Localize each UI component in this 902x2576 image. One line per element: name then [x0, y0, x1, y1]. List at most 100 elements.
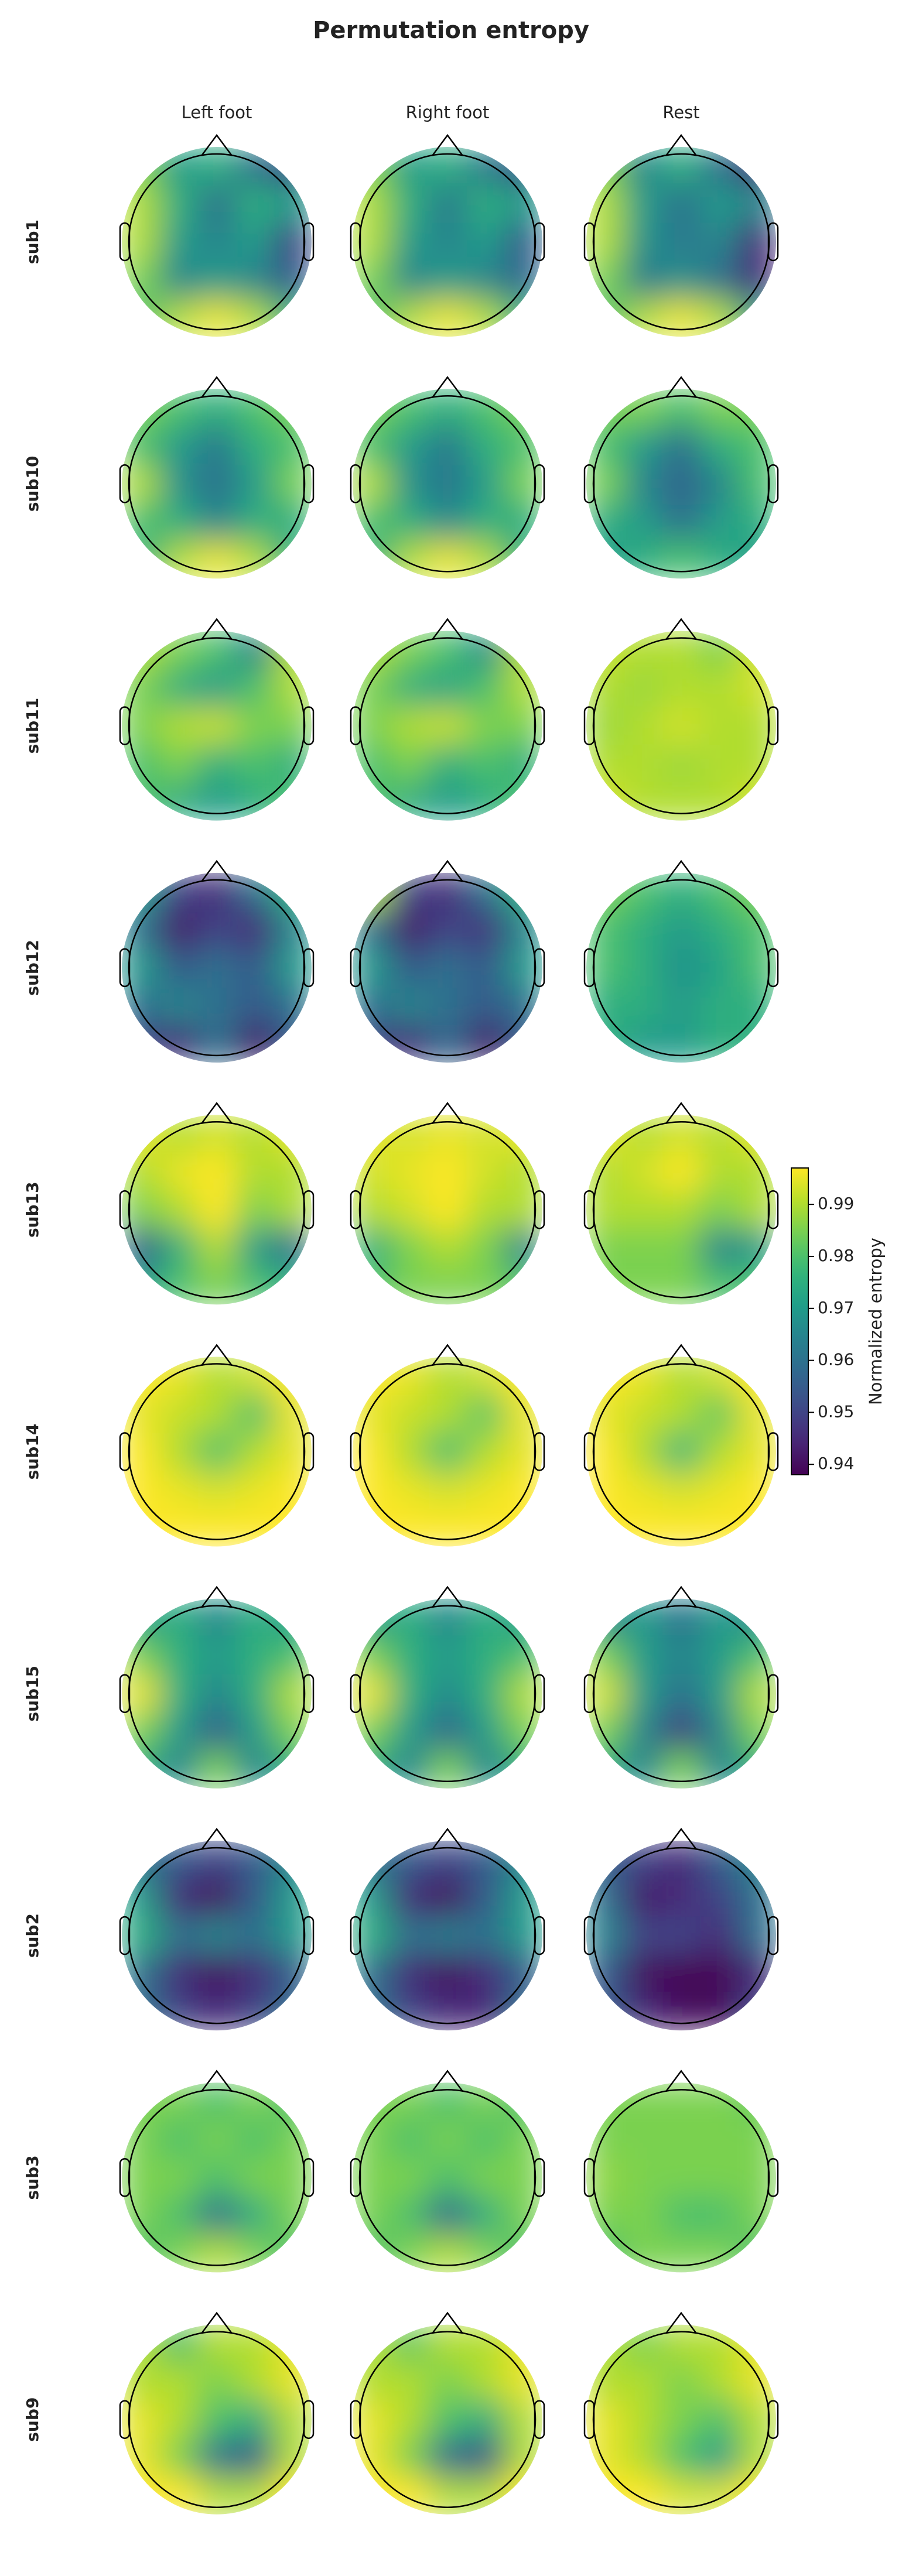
- topo-cell: [197, 782, 236, 821]
- topo-cell: [466, 1916, 505, 1955]
- topomap-field: [122, 1115, 312, 1305]
- ear-left: [350, 1674, 361, 1714]
- ear-left: [350, 706, 361, 745]
- nose: [665, 618, 698, 640]
- topo-cell: [662, 1636, 701, 1675]
- topo-cell: [700, 782, 739, 821]
- topo-cell: [738, 1153, 776, 1191]
- ear-left: [350, 1432, 361, 1471]
- topomap: [586, 2082, 776, 2273]
- topo-cell: [122, 1190, 160, 1229]
- topo-cell: [624, 261, 663, 299]
- topomap-field: [122, 1598, 312, 1789]
- topo-cell: [624, 745, 663, 783]
- topomap-field: [586, 389, 776, 579]
- colorbar-tick-label: 0.94: [818, 1454, 854, 1473]
- nose: [200, 1344, 233, 1366]
- topomap-field: [353, 147, 542, 337]
- topo-cell: [624, 1598, 663, 1638]
- topo-cell: [428, 1470, 467, 1509]
- topo-cell: [197, 1395, 236, 1433]
- topo-cell: [504, 2400, 542, 2439]
- topo-cell: [159, 948, 199, 987]
- topo-cell: [504, 1470, 542, 1509]
- topo-cell: [738, 2438, 776, 2477]
- topo-cell: [122, 184, 160, 224]
- topo-cell: [624, 1674, 663, 1713]
- topo-cell: [390, 1508, 429, 1547]
- topo-cell: [122, 502, 160, 541]
- topo-cell: [197, 948, 236, 987]
- topo-cell: [428, 2438, 467, 2477]
- topomap: [122, 1115, 312, 1305]
- topo-cell: [586, 2121, 625, 2159]
- topomap: [122, 2082, 312, 2273]
- topo-cell: [428, 464, 467, 503]
- topo-cell: [504, 1190, 542, 1229]
- topo-cell: [353, 2438, 391, 2477]
- topo-cell: [466, 184, 505, 224]
- topo-cell: [738, 502, 776, 541]
- topo-cell: [274, 1636, 312, 1675]
- topo-cell: [586, 184, 625, 224]
- topo-cell: [504, 707, 542, 745]
- topo-cell: [353, 222, 391, 261]
- topo-cell: [197, 222, 236, 261]
- topo-cell: [466, 707, 505, 745]
- topo-cell: [390, 2159, 429, 2197]
- topo-cell: [235, 1508, 274, 1547]
- topomap-field: [353, 2324, 542, 2515]
- topo-cell: [700, 2196, 739, 2235]
- topo-cell: [197, 184, 236, 224]
- topo-cell: [624, 782, 663, 821]
- topo-cell: [197, 464, 236, 503]
- topomap-field: [353, 389, 542, 579]
- topo-cell: [390, 745, 429, 783]
- topo-cell: [700, 1841, 739, 1879]
- topo-cell: [504, 1751, 542, 1789]
- topo-cell: [235, 1395, 274, 1433]
- ear-right: [534, 222, 545, 262]
- topomap: [122, 1598, 312, 1789]
- topo-cell: [700, 2476, 739, 2515]
- topo-cell: [662, 1878, 701, 1917]
- topomap: [353, 1598, 542, 1789]
- topomap: [586, 1841, 776, 2031]
- topo-cell: [122, 986, 160, 1025]
- topo-cell: [428, 2196, 467, 2235]
- topo-cell: [586, 222, 625, 261]
- topo-cell: [390, 707, 429, 745]
- topo-cell: [390, 2324, 429, 2363]
- topo-cell: [390, 2234, 429, 2273]
- topo-cell: [353, 502, 391, 541]
- topomap-field: [122, 872, 312, 1063]
- topo-cell: [662, 1954, 701, 1993]
- topo-cell: [466, 1025, 505, 1063]
- ear-right: [534, 1674, 545, 1714]
- topo-cell: [274, 184, 312, 224]
- topo-cell: [390, 1190, 429, 1229]
- topo-cell: [235, 1356, 274, 1395]
- topomap: [586, 872, 776, 1063]
- ear-right: [303, 464, 315, 503]
- ear-left: [119, 706, 131, 745]
- topo-cell: [504, 2476, 542, 2515]
- topo-cell: [738, 986, 776, 1025]
- ear-right: [767, 948, 779, 988]
- topo-cell: [235, 2196, 274, 2235]
- topo-cell: [390, 1598, 429, 1638]
- topo-cell: [624, 1190, 663, 1229]
- topo-cell: [235, 948, 274, 987]
- topo-cell: [738, 184, 776, 224]
- topo-cell: [504, 948, 542, 987]
- topo-cell: [235, 2476, 274, 2515]
- topo-cell: [466, 540, 505, 579]
- topo-cell: [586, 2400, 625, 2439]
- topo-cell: [738, 1916, 776, 1955]
- topo-cell: [159, 2082, 199, 2121]
- topo-cell: [624, 1992, 663, 2031]
- column-label: Right foot: [406, 102, 490, 122]
- topo-cell: [235, 782, 274, 821]
- ear-left: [583, 706, 595, 745]
- topo-cell: [738, 1395, 776, 1433]
